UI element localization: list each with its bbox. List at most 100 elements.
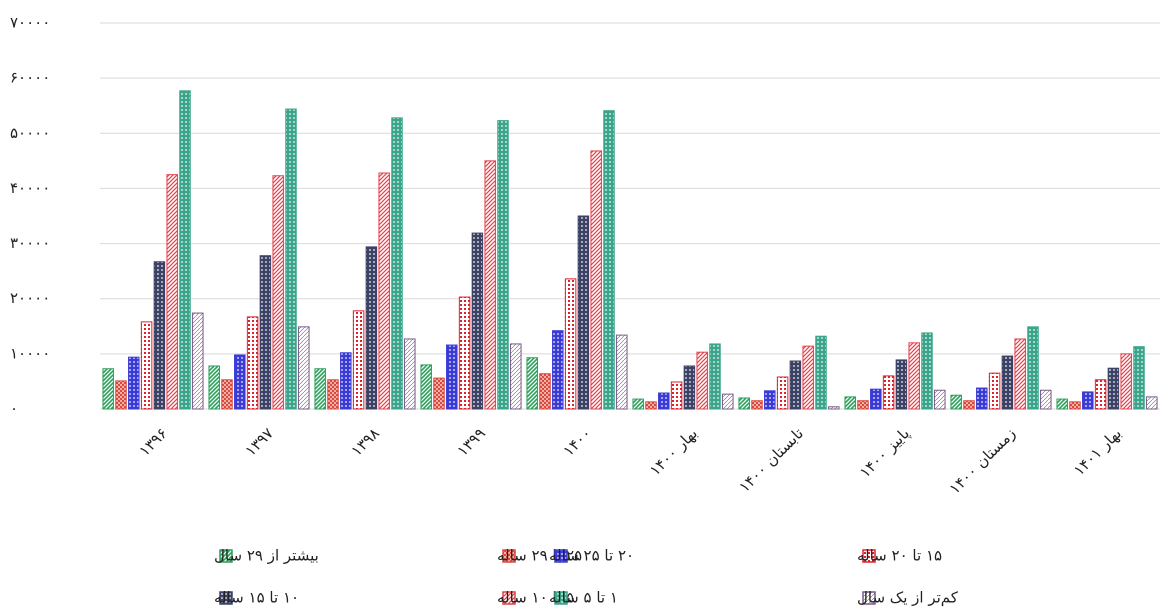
legend-swatch <box>554 591 568 605</box>
bar <box>552 330 564 410</box>
bar <box>616 334 628 410</box>
bar <box>645 401 657 410</box>
bar <box>603 110 615 410</box>
bar <box>221 379 233 410</box>
bar <box>683 365 696 410</box>
x-tick-label: ۱۳۹۶ <box>135 424 171 460</box>
bar <box>272 175 284 410</box>
bar <box>153 261 166 410</box>
bar <box>458 296 471 410</box>
x-tick-label: پاییز ۱۴۰۰ <box>856 424 914 482</box>
bar <box>921 332 933 410</box>
bar <box>764 390 776 410</box>
bar <box>1094 379 1107 410</box>
x-tick-label: ۱۴۰۰ <box>559 424 595 460</box>
legend-swatch <box>862 549 876 563</box>
legend-swatch <box>219 591 233 605</box>
legend-label: ۱ تا ۵ ساله <box>549 589 618 607</box>
bar <box>298 326 310 410</box>
bar <box>1040 389 1052 410</box>
bar <box>1146 396 1158 410</box>
y-tick-label: ۱۰۰۰۰ <box>10 344 50 362</box>
bar <box>934 389 946 410</box>
x-tick-label: ۱۳۹۸ <box>347 424 383 460</box>
bar <box>378 172 390 410</box>
bar <box>365 246 378 410</box>
bar <box>391 117 403 410</box>
bar <box>1027 326 1039 410</box>
bar <box>670 381 683 410</box>
bar <box>234 354 246 410</box>
bar <box>1107 367 1120 410</box>
bar <box>976 387 988 410</box>
bar <box>497 120 509 410</box>
x-tick-label: زمستان ۱۴۰۰ <box>946 424 1019 497</box>
bar <box>1056 398 1068 410</box>
y-tick-label: ۵۰۰۰۰ <box>10 124 50 142</box>
legend-label: ۲۰ تا ۲۵ ساله <box>549 547 634 565</box>
bar <box>526 357 538 410</box>
bar <box>789 360 802 410</box>
bar <box>420 364 432 410</box>
bar <box>658 392 670 410</box>
bar <box>446 344 458 410</box>
bar <box>1001 355 1014 410</box>
legend-swatch <box>862 591 876 605</box>
x-tick-label: تابستان ۱۴۰۰ <box>735 424 807 496</box>
bar <box>140 321 153 410</box>
legend-swatch <box>219 549 233 563</box>
bar <box>950 394 962 410</box>
bar <box>1014 338 1026 410</box>
bar <box>590 150 602 410</box>
bar <box>1069 401 1081 410</box>
bar <box>1120 353 1132 410</box>
bar <box>802 345 814 410</box>
bar <box>340 352 352 410</box>
bar <box>908 342 920 410</box>
bar <box>484 160 496 410</box>
bar <box>696 351 708 410</box>
bar <box>751 400 763 410</box>
bar <box>815 335 827 410</box>
bar <box>259 255 272 410</box>
bar <box>246 316 259 410</box>
legend-label: بیشتر از ۲۹ سال <box>214 547 319 565</box>
bar <box>115 380 127 410</box>
bar <box>404 338 416 410</box>
legend-swatch <box>502 549 516 563</box>
bar <box>776 376 789 410</box>
bar <box>870 388 882 410</box>
bar <box>285 108 297 410</box>
bar <box>327 379 339 410</box>
bar <box>844 396 856 410</box>
bar <box>179 90 191 410</box>
legend-swatch <box>554 549 568 563</box>
bar <box>471 232 484 410</box>
bar <box>828 406 840 410</box>
x-tick-label: ۱۳۹۹ <box>453 424 489 460</box>
bar <box>895 359 908 410</box>
y-tick-label: ۳۰۰۰۰ <box>10 234 50 252</box>
y-tick-label: ۶۰۰۰۰ <box>10 69 50 87</box>
bar <box>882 375 895 410</box>
bar <box>1133 346 1145 410</box>
bar <box>166 174 178 410</box>
bar <box>564 278 577 410</box>
legend-swatch <box>502 591 516 605</box>
legend-label: کم‌تر از یک سال <box>857 589 959 607</box>
bar <box>709 343 721 410</box>
x-tick-label: بهار ۱۴۰۰ <box>646 424 701 479</box>
bar <box>963 400 975 410</box>
bar <box>722 393 734 410</box>
bar <box>1082 391 1094 410</box>
bar <box>102 368 114 410</box>
bar <box>192 312 204 410</box>
y-tick-label: ۴۰۰۰۰ <box>10 179 50 197</box>
y-tick-label: ۷۰۰۰۰ <box>10 14 50 32</box>
legend-label: ۱۰ تا ۱۵ ساله <box>214 589 299 607</box>
bar <box>128 356 140 410</box>
bar <box>738 397 750 410</box>
bar <box>539 373 551 410</box>
bar <box>433 377 445 410</box>
